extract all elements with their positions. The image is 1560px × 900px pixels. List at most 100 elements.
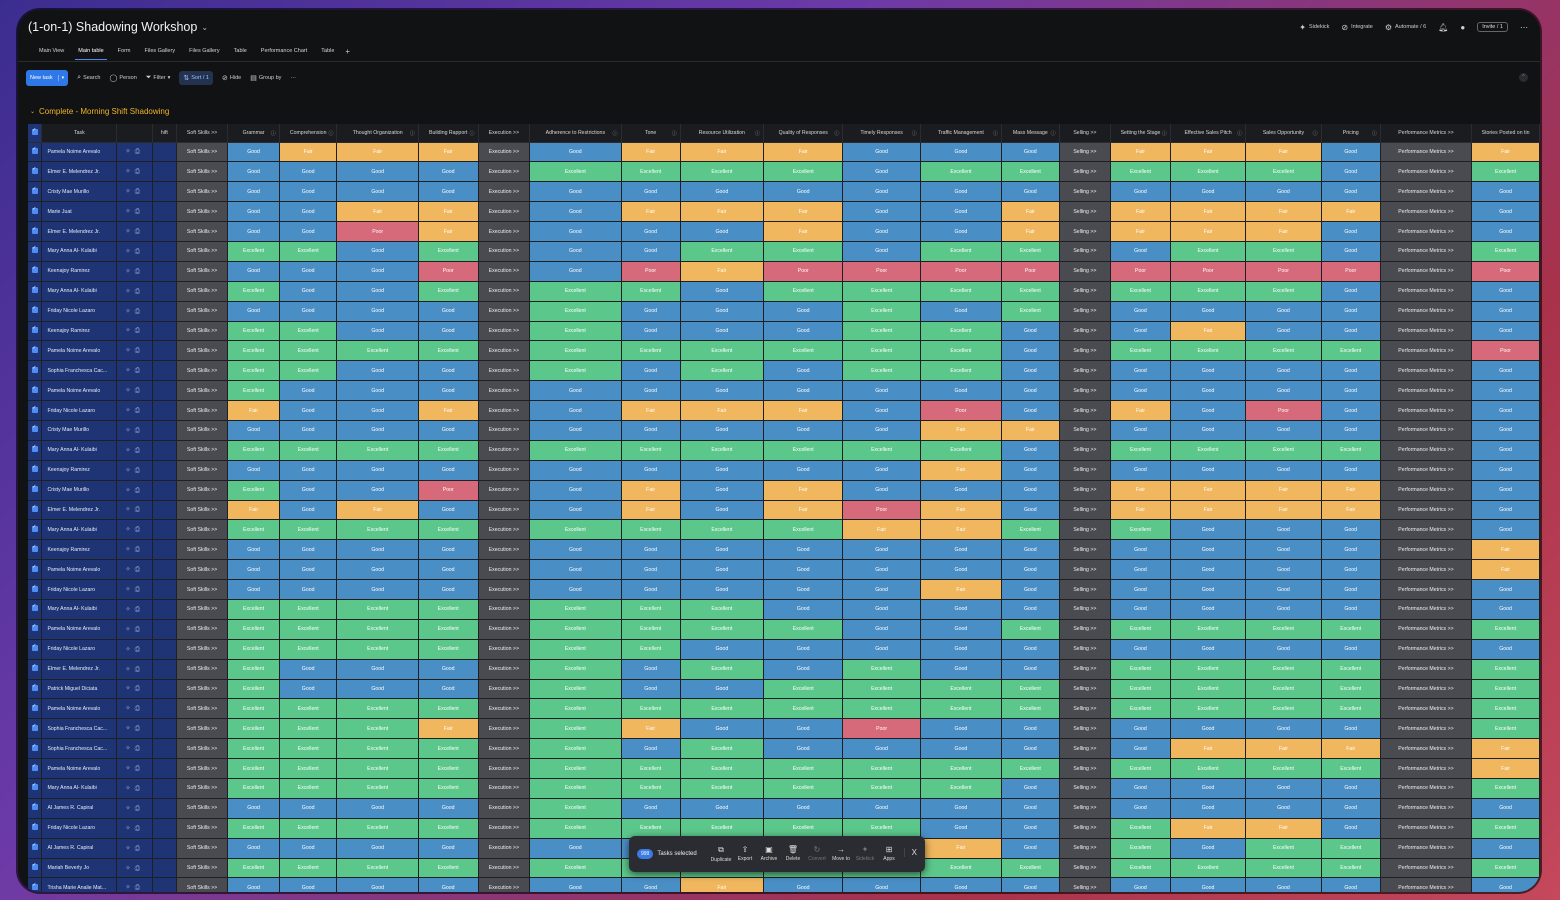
task-name[interactable]: Pamela Noime Arevalo — [41, 619, 118, 640]
status-cell-timely-responses[interactable]: Excellent — [842, 778, 921, 799]
status-cell-stories-posted[interactable]: Good — [1471, 798, 1540, 819]
table-row[interactable]: Keenajoy Ramirez✧⎙Soft Skills >>GoodGood… — [28, 539, 1540, 561]
convert-button[interactable]: ↻ Convert — [805, 845, 829, 863]
status-cell-resource-utilization[interactable]: Excellent — [680, 519, 765, 541]
selling-link[interactable]: Selling >> — [1059, 340, 1112, 362]
apps-button[interactable]: ⊞ Apps — [877, 845, 901, 863]
status-cell-thought-organization[interactable]: Good — [336, 301, 419, 322]
status-cell-thought-organization[interactable]: Fair — [336, 142, 419, 163]
status-cell-building-rapport[interactable]: Excellent — [418, 281, 479, 302]
status-cell-tone[interactable]: Good — [621, 321, 681, 342]
status-cell-tone[interactable]: Fair — [621, 142, 681, 163]
status-cell-stories-posted[interactable]: Good — [1471, 838, 1540, 859]
status-cell-comprehension[interactable]: Good — [279, 559, 338, 581]
status-cell-adherence[interactable]: Excellent — [529, 599, 622, 620]
soft-skills-link[interactable]: Soft Skills >> — [176, 659, 229, 680]
status-cell-quality-of-responses[interactable]: Excellent — [763, 161, 844, 183]
status-cell-timely-responses[interactable]: Good — [842, 619, 921, 640]
status-cell-adherence[interactable]: Excellent — [529, 758, 622, 779]
status-cell-timely-responses[interactable]: Excellent — [842, 321, 921, 342]
selling-link[interactable]: Selling >> — [1059, 838, 1112, 859]
status-cell-grammar[interactable]: Excellent — [227, 360, 280, 382]
task-name[interactable]: Keenajoy Ramirez — [41, 460, 118, 481]
row-checkbox[interactable] — [28, 261, 43, 282]
status-cell-adherence[interactable]: Good — [529, 877, 622, 892]
status-cell-effective-sales-pitch[interactable]: Good — [1170, 798, 1247, 819]
status-cell-resource-utilization[interactable]: Excellent — [680, 738, 765, 760]
selling-link[interactable]: Selling >> — [1059, 698, 1112, 720]
row-checkbox[interactable] — [28, 718, 43, 740]
sparkle-icon[interactable]: ✧ — [125, 387, 135, 395]
status-cell-pricing[interactable]: Poor — [1321, 261, 1381, 282]
checkbox-checked-icon[interactable] — [31, 305, 38, 314]
checkbox-checked-icon[interactable] — [31, 365, 38, 373]
status-cell-traffic-management[interactable]: Excellent — [920, 679, 1003, 700]
status-cell-effective-sales-pitch[interactable]: Excellent — [1170, 698, 1247, 720]
status-cell-effective-sales-pitch[interactable]: Fair — [1170, 818, 1247, 839]
performance-metrics-link[interactable]: Performance Metrics >> — [1380, 838, 1473, 859]
status-cell-thought-organization[interactable]: Good — [336, 380, 419, 402]
row-checkbox[interactable] — [28, 858, 43, 879]
status-cell-thought-organization[interactable]: Excellent — [336, 639, 419, 660]
status-cell-effective-sales-pitch[interactable]: Excellent — [1170, 619, 1247, 640]
status-cell-sales-opportunity[interactable]: Excellent — [1245, 858, 1322, 879]
status-cell-pricing[interactable]: Good — [1321, 539, 1381, 561]
status-cell-setting-the-stage[interactable]: Excellent — [1110, 679, 1171, 700]
updates-icon[interactable]: ⎙ — [134, 745, 144, 753]
execution-link[interactable]: Execution >> — [478, 639, 531, 660]
performance-metrics-link[interactable]: Performance Metrics >> — [1380, 738, 1473, 760]
performance-metrics-link[interactable]: Performance Metrics >> — [1380, 380, 1473, 402]
soft-skills-link[interactable]: Soft Skills >> — [176, 241, 229, 262]
status-cell-setting-the-stage[interactable]: Good — [1110, 241, 1171, 262]
checkbox-checked-icon[interactable] — [31, 603, 38, 612]
status-cell-setting-the-stage[interactable]: Poor — [1110, 261, 1171, 282]
soft-skills-link[interactable]: Soft Skills >> — [176, 142, 229, 163]
sparkle-icon[interactable]: ✧ — [125, 327, 135, 335]
status-cell-building-rapport[interactable]: Good — [418, 877, 479, 892]
sparkle-icon[interactable]: ✧ — [125, 347, 135, 355]
sparkle-icon[interactable]: ✧ — [125, 625, 135, 633]
status-cell-grammar[interactable]: Excellent — [227, 321, 280, 342]
status-cell-building-rapport[interactable]: Excellent — [418, 758, 479, 779]
status-cell-stories-posted[interactable]: Good — [1471, 460, 1540, 481]
status-cell-traffic-management[interactable]: Excellent — [920, 698, 1003, 720]
status-cell-thought-organization[interactable]: Excellent — [336, 818, 419, 839]
col-building-rapport[interactable]: Building Rapport ⓘ — [418, 124, 479, 143]
col-setting-the-stage[interactable]: Setting the Stage ⓘ — [1110, 124, 1171, 143]
status-cell-traffic-management[interactable]: Good — [920, 142, 1003, 163]
status-cell-setting-the-stage[interactable]: Good — [1110, 778, 1171, 799]
execution-link[interactable]: Execution >> — [478, 539, 531, 561]
sparkle-icon[interactable]: ✧ — [125, 367, 135, 375]
status-cell-thought-organization[interactable]: Good — [336, 480, 419, 501]
status-cell-building-rapport[interactable]: Good — [418, 460, 479, 481]
status-cell-tone[interactable]: Good — [621, 360, 681, 382]
status-cell-thought-organization[interactable]: Good — [336, 579, 419, 600]
performance-metrics-link[interactable]: Performance Metrics >> — [1380, 400, 1473, 421]
table-row[interactable]: Keenajoy Ramirez✧⎙Soft Skills >>Excellen… — [28, 321, 1540, 342]
updates-icon[interactable]: ⎙ — [134, 566, 144, 574]
status-cell-quality-of-responses[interactable]: Excellent — [763, 281, 844, 302]
status-cell-comprehension[interactable]: Good — [279, 460, 338, 481]
updates-icon[interactable]: ⎙ — [134, 486, 144, 494]
status-cell-traffic-management[interactable]: Good — [920, 201, 1003, 223]
task-name[interactable]: Mary Anna Al- Kulaibi — [41, 281, 118, 302]
shift-cell[interactable] — [152, 579, 177, 600]
soft-skills-link[interactable]: Soft Skills >> — [176, 738, 229, 760]
task-name[interactable]: Mary Anna Al- Kulaibi — [41, 519, 118, 541]
status-cell-resource-utilization[interactable]: Excellent — [680, 440, 765, 461]
task-name[interactable]: Patrick Miguel Diciata — [41, 679, 118, 700]
updates-icon[interactable]: ⎙ — [134, 188, 144, 196]
filter-button[interactable]: ⏷ Filter ▾ — [146, 74, 171, 82]
status-cell-stories-posted[interactable]: Good — [1471, 321, 1540, 342]
status-cell-sales-opportunity[interactable]: Good — [1245, 420, 1322, 441]
status-cell-effective-sales-pitch[interactable]: Excellent — [1170, 281, 1247, 302]
status-cell-mass-message[interactable]: Good — [1001, 877, 1060, 892]
col-resource-utilization[interactable]: Resource Utilization ⓘ — [680, 124, 765, 143]
status-cell-traffic-management[interactable]: Poor — [920, 400, 1003, 421]
col-tone[interactable]: Tone ⓘ — [621, 124, 681, 143]
status-cell-thought-organization[interactable]: Excellent — [336, 340, 419, 362]
bell-icon[interactable]: 🔔︎ — [1438, 22, 1449, 32]
status-cell-sales-opportunity[interactable]: Excellent — [1245, 340, 1322, 362]
status-cell-comprehension[interactable]: Excellent — [279, 440, 338, 461]
row-checkbox[interactable] — [28, 758, 43, 779]
